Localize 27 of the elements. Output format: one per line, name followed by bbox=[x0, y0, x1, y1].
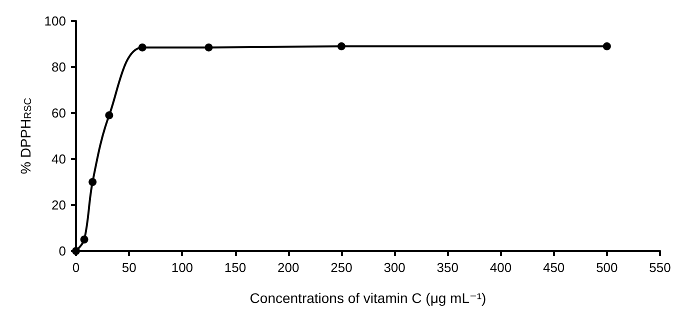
x-tick-label: 550 bbox=[649, 260, 671, 275]
x-tick-label: 200 bbox=[278, 260, 300, 275]
y-tick-label: 40 bbox=[52, 152, 66, 166]
x-tick-label: 100 bbox=[171, 260, 194, 275]
x-tick-label: 50 bbox=[122, 260, 136, 275]
point bbox=[80, 236, 88, 244]
x-tick-label: 250 bbox=[330, 260, 352, 275]
point bbox=[602, 42, 611, 50]
x-tick-label: 300 bbox=[384, 260, 406, 275]
y-tick-label: 0 bbox=[58, 244, 66, 258]
x-tick-label: 150 bbox=[224, 260, 246, 275]
point bbox=[138, 43, 146, 52]
x-tick-label: 350 bbox=[436, 260, 458, 275]
x-axis-title: Concentrations of vitamin C (μg mL⁻¹) bbox=[250, 290, 486, 306]
point bbox=[337, 42, 346, 50]
point bbox=[204, 43, 213, 52]
x-tick-label: 450 bbox=[542, 260, 565, 275]
y-tick-label: 20 bbox=[52, 198, 66, 212]
y-tick-label: 100 bbox=[44, 14, 66, 28]
x-tick-label: 400 bbox=[490, 260, 512, 275]
y-axis-title: % DPPHRSC bbox=[17, 98, 34, 174]
x-tick-label: 500 bbox=[596, 260, 618, 275]
point bbox=[88, 178, 97, 186]
x-tick-label: 0 bbox=[72, 260, 80, 275]
y-tick-label: 60 bbox=[52, 106, 66, 120]
point bbox=[105, 111, 114, 120]
y-tick-label: 80 bbox=[52, 60, 66, 74]
